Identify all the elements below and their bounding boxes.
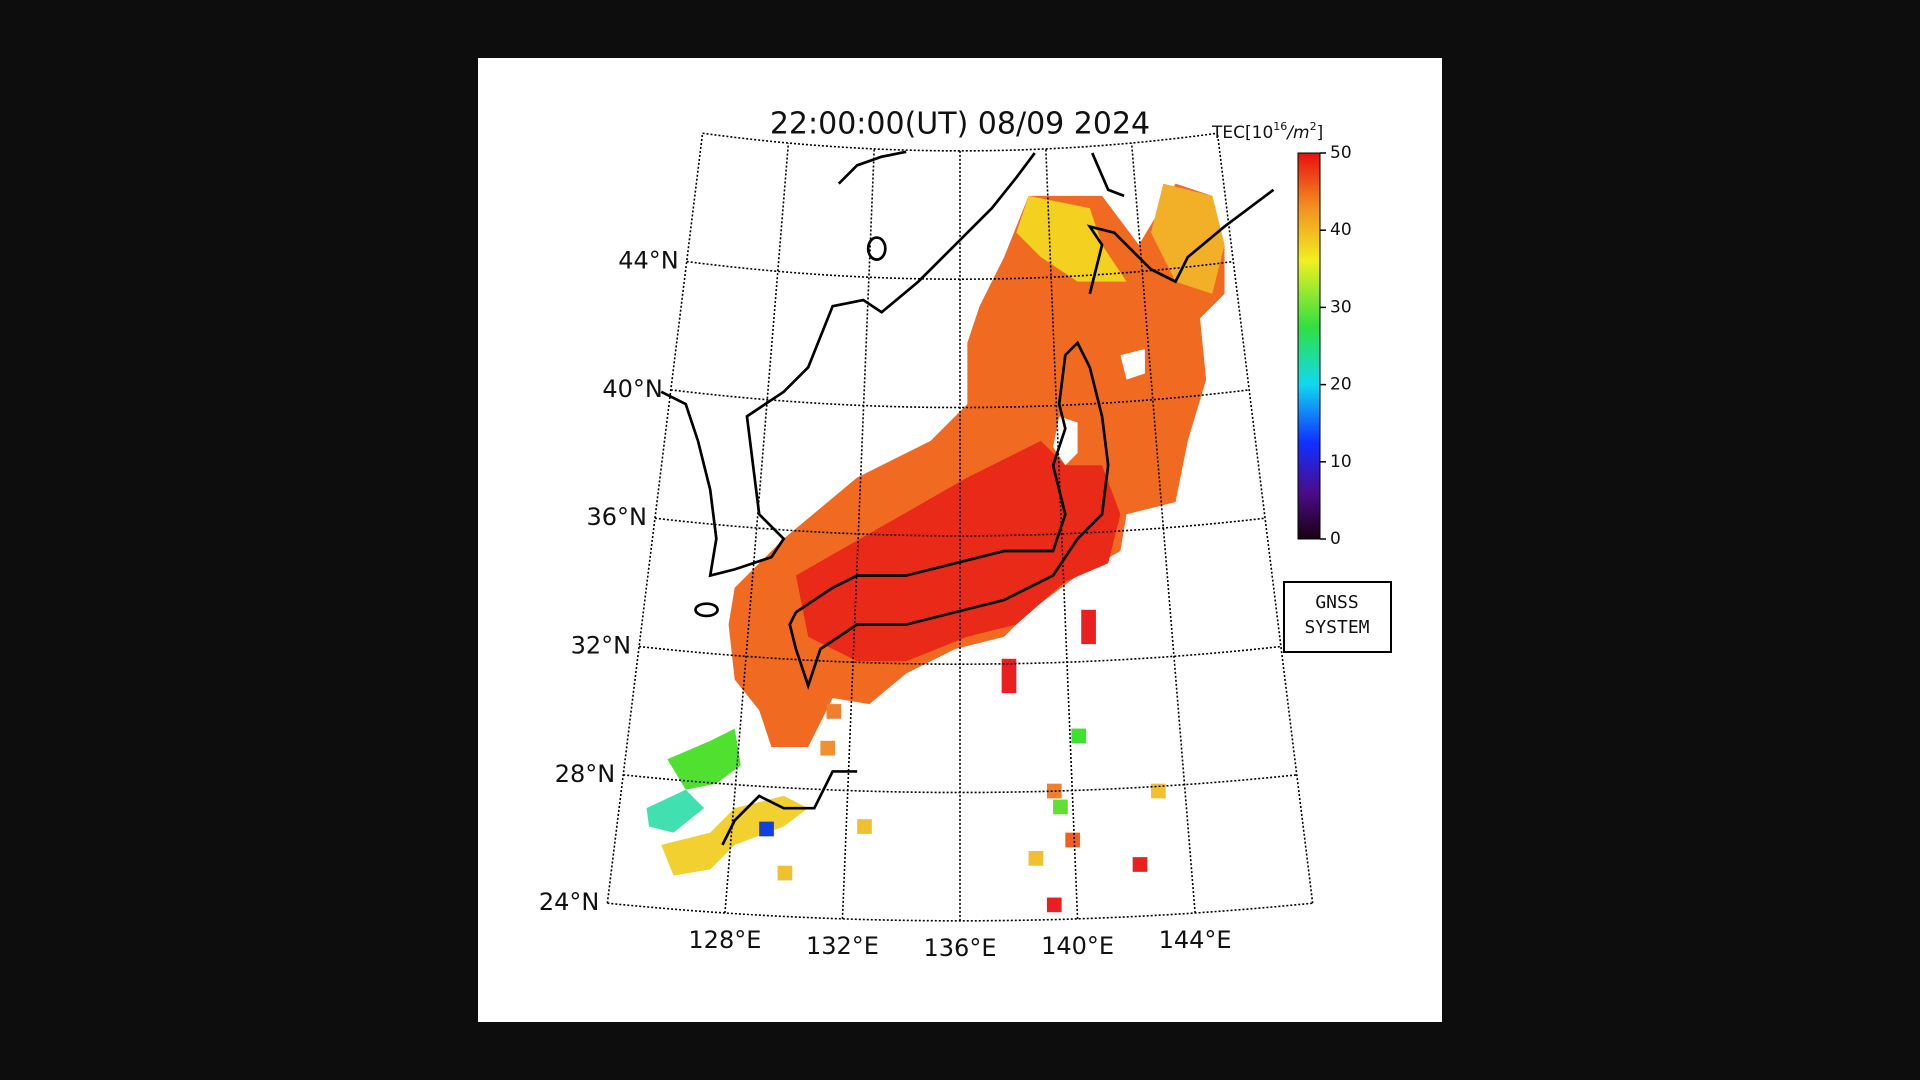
- lat-label: 44°N: [618, 247, 679, 275]
- colorbar-label: TEC[1016/m2]: [1211, 120, 1323, 143]
- lon-label: 136°E: [924, 934, 997, 962]
- colorbar-tick-label: 50: [1330, 143, 1352, 163]
- colorbar-tick-label: 30: [1330, 297, 1352, 317]
- badge-line: SYSTEM: [1304, 617, 1369, 638]
- lat-label: 32°N: [571, 632, 632, 660]
- lon-label: 144°E: [1159, 926, 1232, 954]
- meridian: [1216, 133, 1314, 904]
- lon-label: 132°E: [806, 932, 879, 960]
- map-title: 22:00:00(UT) 08/09 2024: [770, 107, 1150, 142]
- colorbar: [1297, 152, 1321, 540]
- meridian: [1045, 148, 1079, 919]
- tec-field: [646, 183, 1225, 913]
- label-sup: 16: [1273, 120, 1287, 133]
- label-part: ]: [1317, 123, 1324, 143]
- label-part: TEC[10: [1211, 123, 1273, 143]
- lon-label: 128°E: [688, 926, 761, 954]
- colorbar-tick-label: 40: [1330, 220, 1352, 240]
- badge-box: [1283, 581, 1392, 653]
- parallel: [686, 260, 1234, 280]
- meridian: [606, 133, 704, 904]
- lat-label: 36°N: [586, 503, 647, 531]
- meridian: [724, 142, 790, 914]
- badge-line: GNSS: [1315, 592, 1358, 613]
- colorbar-tick-label: 20: [1330, 375, 1352, 395]
- coastline: [660, 150, 1275, 846]
- lon-label: 140°E: [1041, 932, 1114, 960]
- meridian: [841, 148, 875, 919]
- label-sup: 2: [1310, 120, 1317, 133]
- meridian: [1130, 142, 1196, 914]
- colorbar-tick-label: 10: [1330, 452, 1352, 472]
- lat-label: 28°N: [555, 760, 616, 788]
- label-part: /m: [1285, 123, 1309, 143]
- lat-label: 24°N: [539, 888, 600, 916]
- graticule: [606, 132, 1314, 922]
- colorbar-tick-label: 0: [1330, 529, 1341, 549]
- lat-label: 40°N: [602, 375, 663, 403]
